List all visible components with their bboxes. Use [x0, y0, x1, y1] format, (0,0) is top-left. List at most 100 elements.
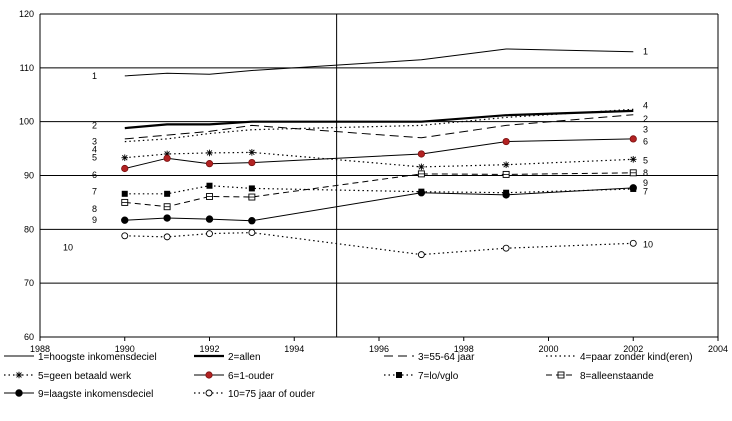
- legend-item: 5=geen betaald werk: [4, 371, 132, 382]
- series-point-5: [502, 161, 510, 169]
- y-tick-label: 120: [19, 9, 34, 19]
- y-tick-label: 100: [19, 117, 34, 127]
- series-label-right: 9: [643, 178, 648, 188]
- series-label-left: 9: [92, 215, 97, 225]
- x-tick-label: 1998: [454, 344, 474, 354]
- legend-item: 2=allen: [194, 352, 261, 363]
- series-point-8: [248, 193, 256, 201]
- series-label-left: 6: [92, 170, 97, 180]
- series-point-5: [629, 156, 637, 163]
- series-point-10: [163, 233, 171, 241]
- legend-item: 10=75 jaar of ouder: [194, 389, 316, 400]
- x-tick-label: 2002: [623, 344, 643, 354]
- legend-label: 3=55-64 jaar: [418, 352, 475, 363]
- legend-marker: [205, 389, 213, 397]
- series-point-7: [248, 185, 255, 192]
- series-label-left: 10: [63, 243, 73, 253]
- series-point-9: [205, 215, 214, 223]
- series-point-8: [121, 198, 129, 206]
- x-tick-label: 1992: [199, 344, 219, 354]
- legend-item: 3=55-64 jaar: [384, 352, 475, 363]
- series-label-right: 3: [643, 125, 648, 135]
- legend-label: 1=hoogste inkomensdeciel: [38, 352, 157, 363]
- series-point-8: [206, 193, 213, 200]
- legend-marker: [557, 371, 565, 379]
- series-label-right: 1: [643, 47, 648, 57]
- series-label-right: 6: [643, 137, 648, 147]
- series-point-9: [121, 216, 129, 224]
- series-point-6: [502, 137, 510, 146]
- series-point-6: [248, 158, 256, 167]
- series-point-10: [121, 232, 129, 240]
- series-point-6: [417, 150, 425, 158]
- x-tick-label: 2004: [708, 344, 728, 354]
- series-label-right: 10: [643, 239, 653, 249]
- legend: 1=hoogste inkomensdeciel 2=allen 3=55-64 j…: [4, 352, 693, 400]
- legend-label: 2=allen: [228, 352, 261, 363]
- x-tick-label: 1990: [115, 344, 135, 354]
- series-label-right: 7: [643, 187, 648, 197]
- series-point-5: [418, 163, 425, 171]
- series-line-2: [124, 109, 634, 130]
- series-point-5: [206, 149, 213, 157]
- legend-item: 1=hoogste inkomensdeciel: [4, 352, 157, 363]
- legend-marker: [15, 389, 23, 397]
- series-point-8: [629, 169, 637, 177]
- series-point-7: [164, 190, 171, 197]
- series-point-5: [121, 154, 129, 162]
- series-point-7: [121, 190, 128, 197]
- y-tick-label: 90: [24, 171, 34, 181]
- legend-label: 10=75 jaar of ouder: [228, 389, 316, 400]
- x-tick-label: 1994: [284, 344, 304, 354]
- legend-marker: [205, 371, 213, 379]
- series-label-left: 5: [92, 153, 97, 163]
- series-markers: [121, 135, 637, 259]
- series-point-10: [629, 239, 637, 247]
- series-point-9: [629, 184, 637, 192]
- x-tick-label: 1996: [369, 344, 389, 354]
- legend-label: 4=paar zonder kind(eren): [580, 352, 693, 363]
- legend-item: 6=1-ouder: [194, 371, 275, 382]
- legend-item: 8=alleenstaande: [546, 371, 654, 382]
- series-label-right: 5: [643, 155, 648, 165]
- series-line-3: [124, 114, 634, 140]
- series-line-1: [124, 48, 634, 77]
- series-point-8: [502, 170, 510, 178]
- y-tick-label: 70: [24, 278, 34, 288]
- series-point-9: [417, 189, 426, 197]
- y-tick-label: 80: [24, 224, 34, 234]
- series-label-left: 1: [92, 71, 97, 81]
- series-label-left: 4: [92, 145, 97, 155]
- series-point-5: [248, 149, 256, 156]
- series-point-6: [629, 135, 637, 143]
- series-point-7: [206, 182, 213, 189]
- legend-label: 5=geen betaald werk: [38, 371, 132, 382]
- y-tick-label: 110: [20, 63, 34, 73]
- series-point-10: [248, 229, 256, 237]
- series-label-left: 8: [92, 204, 97, 214]
- legend-marker: [15, 371, 23, 379]
- series-point-6: [121, 164, 129, 173]
- legend-label: 8=alleenstaande: [580, 371, 654, 382]
- legend-label: 9=laagste inkomensdeciel: [38, 389, 153, 400]
- legend-item: 7=lo/vglo: [384, 371, 459, 382]
- series-point-9: [502, 191, 510, 199]
- x-tick-label: 1988: [30, 344, 50, 354]
- series-label-left: 3: [92, 137, 97, 147]
- series-point-10: [417, 251, 425, 259]
- series-point-6: [205, 160, 214, 168]
- legend-label: 6=1-ouder: [228, 371, 275, 382]
- series-label-right: 4: [643, 101, 648, 111]
- x-tick-label: 2000: [538, 344, 558, 354]
- series-point-9: [248, 217, 256, 225]
- legend-item: 9=laagste inkomensdeciel: [4, 389, 153, 400]
- legend-marker: [396, 372, 402, 378]
- series-label-right: 2: [643, 114, 648, 124]
- series-point-6: [163, 154, 171, 162]
- axes: [39, 14, 719, 341]
- y-tick-label: 60: [24, 332, 34, 342]
